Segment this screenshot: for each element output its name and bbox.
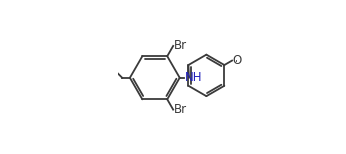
Text: O: O: [233, 54, 242, 67]
Text: NH: NH: [184, 71, 202, 84]
Text: Br: Br: [174, 39, 187, 52]
Text: Br: Br: [174, 103, 187, 116]
